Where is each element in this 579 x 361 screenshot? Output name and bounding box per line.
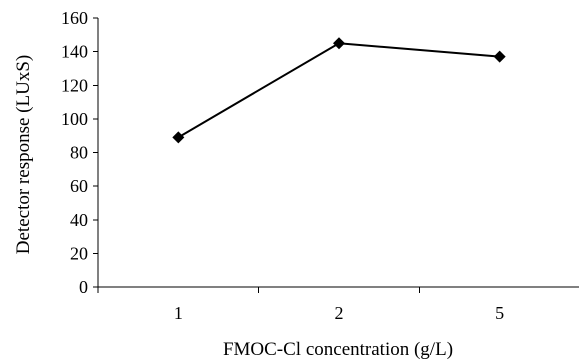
series-line — [177, 42, 500, 139]
y-tick-label: 100 — [61, 109, 88, 129]
y-tick-label: 80 — [70, 143, 88, 163]
y-tick-label: 40 — [70, 210, 88, 230]
x-tick-label: 5 — [495, 303, 504, 323]
y-tick-label: 140 — [61, 42, 88, 62]
x-axis-title: FMOC-Cl concentration (g/L) — [223, 339, 453, 360]
x-tick-label: 2 — [335, 303, 344, 323]
y-tick-label: 20 — [70, 243, 88, 263]
data-point-marker — [333, 37, 345, 50]
y-axis-title: Detector response (LUxS) — [13, 55, 34, 254]
plot-area: 0 20 40 60 80 100 120 140 160 1 2 5 — [61, 8, 579, 323]
y-tick-label: 160 — [61, 8, 88, 28]
y-tick-label: 120 — [61, 75, 88, 95]
y-tick-label: 60 — [70, 176, 88, 196]
y-tick-label: 0 — [79, 277, 88, 297]
data-point-marker — [493, 50, 506, 63]
x-tick-label: 1 — [174, 303, 183, 323]
data-point-marker — [172, 131, 185, 144]
